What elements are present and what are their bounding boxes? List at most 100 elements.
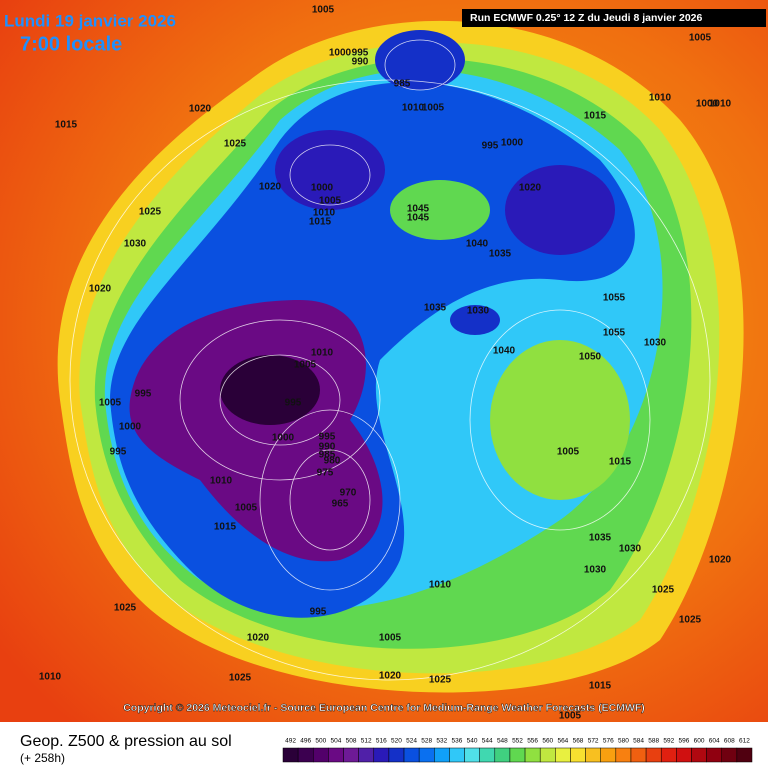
- isobar-label: 1020: [259, 182, 282, 193]
- isobar-label: 1005: [312, 5, 335, 16]
- isobar-label: 1040: [493, 346, 516, 357]
- colorbar-label: 528: [421, 738, 432, 745]
- isobar-label: 990: [319, 442, 336, 453]
- isobar-label: 1010: [210, 476, 233, 487]
- isobar-label: 1020: [189, 104, 212, 115]
- isobar-label: 1005: [422, 103, 445, 114]
- colorbar-cell: [313, 747, 329, 763]
- isobar-label: 1025: [224, 139, 247, 150]
- isobar-label: 1005: [559, 711, 582, 722]
- copyright: Copyright © 2026 Meteociel.fr - Source E…: [123, 702, 645, 714]
- isobar-label: 1000: [272, 433, 295, 444]
- isobar-label: 1000: [311, 183, 334, 194]
- isobar-label: 1015: [55, 120, 78, 131]
- colorbar-label: 556: [527, 738, 538, 745]
- colorbar-label: 588: [648, 738, 659, 745]
- colorbar-cell: [434, 747, 450, 763]
- colorbar-label: 492: [285, 738, 296, 745]
- colorbar: 492 496 500 504 508 512 516 520 524 528 532 536 540 5…: [282, 738, 753, 763]
- isobar-label: 1035: [424, 303, 447, 314]
- isobar-label: 1015: [214, 522, 237, 533]
- isobar-label: 995: [352, 48, 369, 59]
- isobar-label: 980: [324, 456, 341, 467]
- isobar-label: 1010: [402, 103, 425, 114]
- isobar-label: 1030: [467, 306, 490, 317]
- isobar-label: 1040: [466, 239, 489, 250]
- z500-field: [57, 20, 744, 693]
- isobar-label: 1000: [501, 138, 524, 149]
- isobar-label: 1045: [407, 213, 430, 224]
- isobar-label: 1010: [429, 580, 452, 591]
- colorbar-cell: [539, 747, 556, 763]
- colorbar-cell: [373, 747, 390, 763]
- colorbar-cell: [676, 747, 692, 763]
- colorbar-label: 548: [497, 738, 508, 745]
- colorbar-label: 516: [376, 738, 387, 745]
- isobar-label: 1005: [689, 33, 712, 44]
- colorbar-label: 520: [391, 738, 402, 745]
- isobar-label: 1000: [119, 422, 142, 433]
- colorbar-cell: [494, 747, 511, 763]
- isobar-label: 1010: [649, 93, 672, 104]
- colorbar-label: 612: [739, 738, 750, 745]
- isobar-label: 1020: [379, 671, 402, 682]
- isobar-label: 1035: [589, 533, 612, 544]
- isobar-label: 1020: [89, 284, 112, 295]
- isobar-label: 975: [317, 468, 334, 479]
- colorbar-cell: [418, 747, 435, 763]
- isobar-label: 1055: [603, 328, 626, 339]
- isobar-label: 1005: [235, 503, 258, 514]
- colorbar-cell: [585, 747, 601, 763]
- colorbar-label: 568: [573, 738, 584, 745]
- colorbar-cell: [479, 747, 496, 763]
- footer-title: Geop. Z500 & pression au sol: [20, 733, 232, 750]
- isobar-label: 995: [285, 398, 302, 409]
- colorbar-cell: [570, 747, 586, 763]
- colorbar-cell: [509, 747, 526, 763]
- colorbar-label: 584: [633, 738, 644, 745]
- isobar-label: 1000: [696, 99, 719, 110]
- isobar-label: 1000: [329, 48, 352, 59]
- run-info: Run ECMWF 0.25° 12 Z du Jeudi 8 janvier …: [470, 12, 703, 24]
- isobar-label: 1005: [557, 447, 580, 458]
- colorbar-label: 536: [452, 738, 463, 745]
- colorbar-label: 512: [361, 738, 372, 745]
- colorbar-cell: [328, 747, 344, 763]
- valid-date: Lundi 19 janvier 2026: [4, 11, 176, 30]
- colorbar-label: 572: [588, 738, 599, 745]
- isobar-label: 1025: [229, 673, 252, 684]
- colorbar-cell: [297, 747, 314, 763]
- isobar-label: 1030: [619, 544, 642, 555]
- isobar-label: 1015: [589, 681, 612, 692]
- isobar-label: 995: [482, 141, 499, 152]
- colorbar-cell: [555, 747, 571, 763]
- colorbar-cell: [706, 747, 722, 763]
- colorbar-cell: [600, 747, 617, 763]
- isobar-label: 990: [352, 57, 369, 68]
- colorbar-cell: [388, 747, 405, 763]
- colorbar-cell: [343, 747, 359, 763]
- colorbar-label: 508: [346, 738, 357, 745]
- isobar-label: 1015: [584, 111, 607, 122]
- isobar-label: 1010: [313, 208, 336, 219]
- colorbar-label: 604: [709, 738, 720, 745]
- isobar-label: 965: [332, 499, 349, 510]
- colorbar-cell: [449, 747, 465, 763]
- isobar-label: 995: [319, 432, 336, 443]
- isobar-label: 995: [135, 389, 152, 400]
- isobar-label: 1010: [311, 348, 334, 359]
- colorbar-cell: [721, 747, 738, 763]
- colorbar-label: 524: [406, 738, 417, 745]
- colorbar-cell: [464, 747, 480, 763]
- valid-time: 7:00 locale: [20, 33, 122, 55]
- colorbar-cell: [736, 747, 753, 763]
- isobar-label: 995: [310, 607, 327, 618]
- colorbar-label: 544: [482, 738, 493, 745]
- colorbar-cell: [403, 747, 420, 763]
- colorbar-cell: [282, 747, 299, 763]
- isobar-label: 1030: [584, 565, 607, 576]
- isobar-label: 1005: [379, 633, 402, 644]
- colorbar-cell: [645, 747, 662, 763]
